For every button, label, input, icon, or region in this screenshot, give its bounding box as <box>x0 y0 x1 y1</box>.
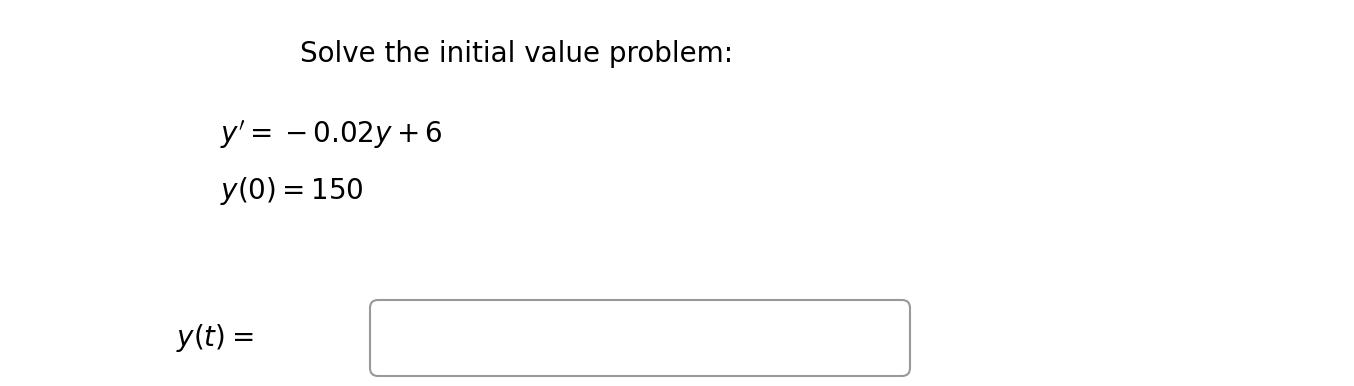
Text: $y' = -0.02y + 6$: $y' = -0.02y + 6$ <box>219 118 443 151</box>
FancyBboxPatch shape <box>370 300 910 376</box>
Text: $y(0) = 150$: $y(0) = 150$ <box>219 175 364 207</box>
Text: Solve the initial value problem:: Solve the initial value problem: <box>301 40 733 68</box>
Text: $y(t) =$: $y(t) =$ <box>176 322 253 354</box>
